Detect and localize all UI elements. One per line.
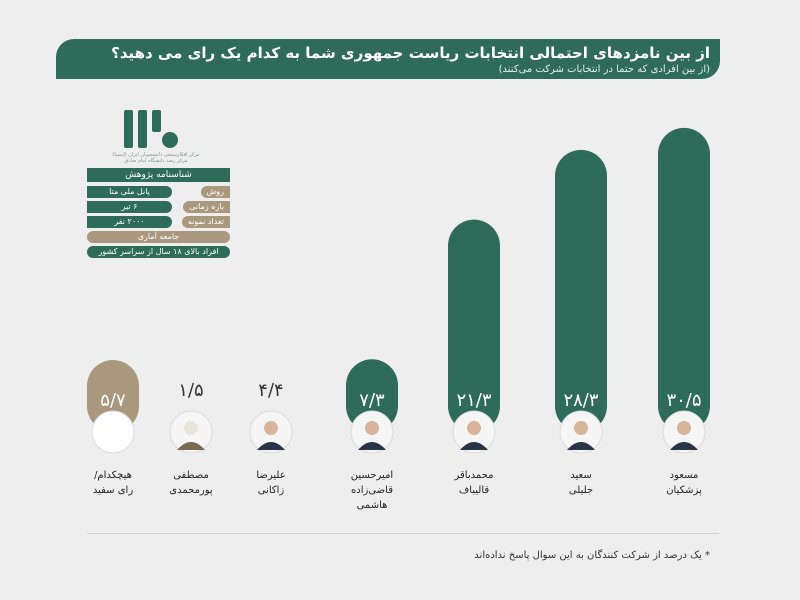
- population-label: جامعه آماری: [87, 231, 230, 243]
- profile-label: تعداد نمونه: [181, 216, 230, 228]
- avatar-head-icon: [365, 421, 379, 435]
- bar-group: ۳۰/۵ مسعود پزشکیان: [658, 127, 710, 496]
- value-label: ۳۰/۵: [666, 390, 701, 411]
- value-label: ۱/۵: [178, 380, 203, 401]
- profile-value: ۶ تیر: [87, 201, 172, 213]
- bar-group: ۴/۴ علیرضا زاکانی: [249, 380, 293, 496]
- bar-group: ۲۸/۳ سعید جلیلی: [555, 149, 607, 496]
- category-label: مسعود: [670, 470, 699, 481]
- category-label: هاشمی: [357, 500, 388, 511]
- avatar-body-icon: [257, 442, 285, 450]
- avatar-head-icon: [467, 421, 481, 435]
- avatar-body-icon: [567, 442, 595, 450]
- avatar-head-icon: [574, 421, 588, 435]
- category-label: جلیلی: [569, 485, 593, 496]
- profile-row-sample: ۲۰۰۰ نفر تعداد نمونه: [87, 216, 230, 228]
- category-label: پورمحمدی: [169, 485, 213, 496]
- avatar-head-icon: [184, 421, 198, 435]
- value-label: ۵/۷: [100, 390, 126, 411]
- category-label: علیرضا: [256, 470, 285, 481]
- avatar-body-icon: [670, 442, 698, 450]
- bar: [346, 359, 398, 432]
- profile-row-population-label: جامعه آماری: [87, 231, 230, 243]
- bar: [555, 149, 607, 432]
- avatar-head-icon: [264, 421, 278, 435]
- page-title: از بین نامزدهای احتمالی انتخابات ریاست ج…: [111, 44, 710, 62]
- value-label: ۲۸/۳: [563, 390, 598, 411]
- category-label: رای سفید: [93, 485, 133, 496]
- category-label: قاضی‌زاده: [351, 485, 393, 496]
- value-label: ۴/۴: [258, 380, 283, 401]
- category-label: هیچکدام/: [94, 470, 132, 481]
- profile-label: بازه زمانی: [183, 201, 230, 213]
- research-profile-title: شناسنامه پژوهش: [87, 168, 230, 182]
- logo-caption-line2: مرکز رصد دانشگاه امام صادق: [124, 158, 188, 164]
- candidate-avatar: [91, 410, 135, 454]
- population-value: افراد بالای ۱۸ سال از سراسر کشور: [87, 246, 230, 258]
- research-center-logo: [124, 110, 178, 148]
- bar: [87, 360, 139, 432]
- profile-row-method: پانل ملی متا روش: [87, 186, 230, 198]
- bar-group: ۵/۷ هیچکدام/رای سفید: [87, 360, 139, 496]
- profile-row-population-value: افراد بالای ۱۸ سال از سراسر کشور: [87, 246, 230, 258]
- profile-value: ۲۰۰۰ نفر: [87, 216, 172, 228]
- category-label: قالیباف: [459, 485, 490, 496]
- category-label: سعید: [570, 470, 591, 481]
- category-label: زاکانی: [258, 485, 285, 496]
- avatar-head-icon: [677, 421, 691, 435]
- profile-value: پانل ملی متا: [87, 186, 172, 198]
- logo-caption: مرکز افکارسنجی دانشجویان ایران (ایسپا) م…: [96, 152, 216, 164]
- title-banner: [56, 39, 720, 79]
- profile-label: روش: [200, 186, 230, 198]
- value-label: ۷/۳: [359, 390, 385, 411]
- page-subtitle: (از بین افرادی که حتما در انتخابات شرکت …: [498, 64, 710, 75]
- divider: [87, 533, 719, 534]
- category-label: پزشکیان: [666, 485, 702, 496]
- logo-caption-line1: مرکز افکارسنجی دانشجویان ایران (ایسپا): [112, 152, 200, 158]
- profile-row-period: ۶ تیر بازه زمانی: [87, 201, 230, 213]
- avatar-body-icon: [460, 442, 488, 450]
- value-label: ۲۱/۳: [456, 390, 491, 411]
- bar: [448, 219, 500, 432]
- bar-group: ۲۱/۳ محمدباقر قالیباف: [448, 219, 500, 496]
- category-label: امیرحسین: [351, 470, 393, 481]
- avatar-body-icon: [358, 442, 386, 450]
- category-label: مصطفی: [173, 470, 209, 481]
- avatar-body-icon: [177, 442, 205, 450]
- category-label: محمدباقر: [454, 470, 494, 481]
- bar-group: ۱/۵ مصطفی پورمحمدی: [169, 380, 213, 496]
- bar-group: ۷/۳ امیرحسین قاضی‌زاده هاشمی: [346, 359, 398, 511]
- bar: [658, 127, 710, 432]
- footnote: * یک درصد از شرکت کنندگان به این سوال پا…: [474, 550, 710, 561]
